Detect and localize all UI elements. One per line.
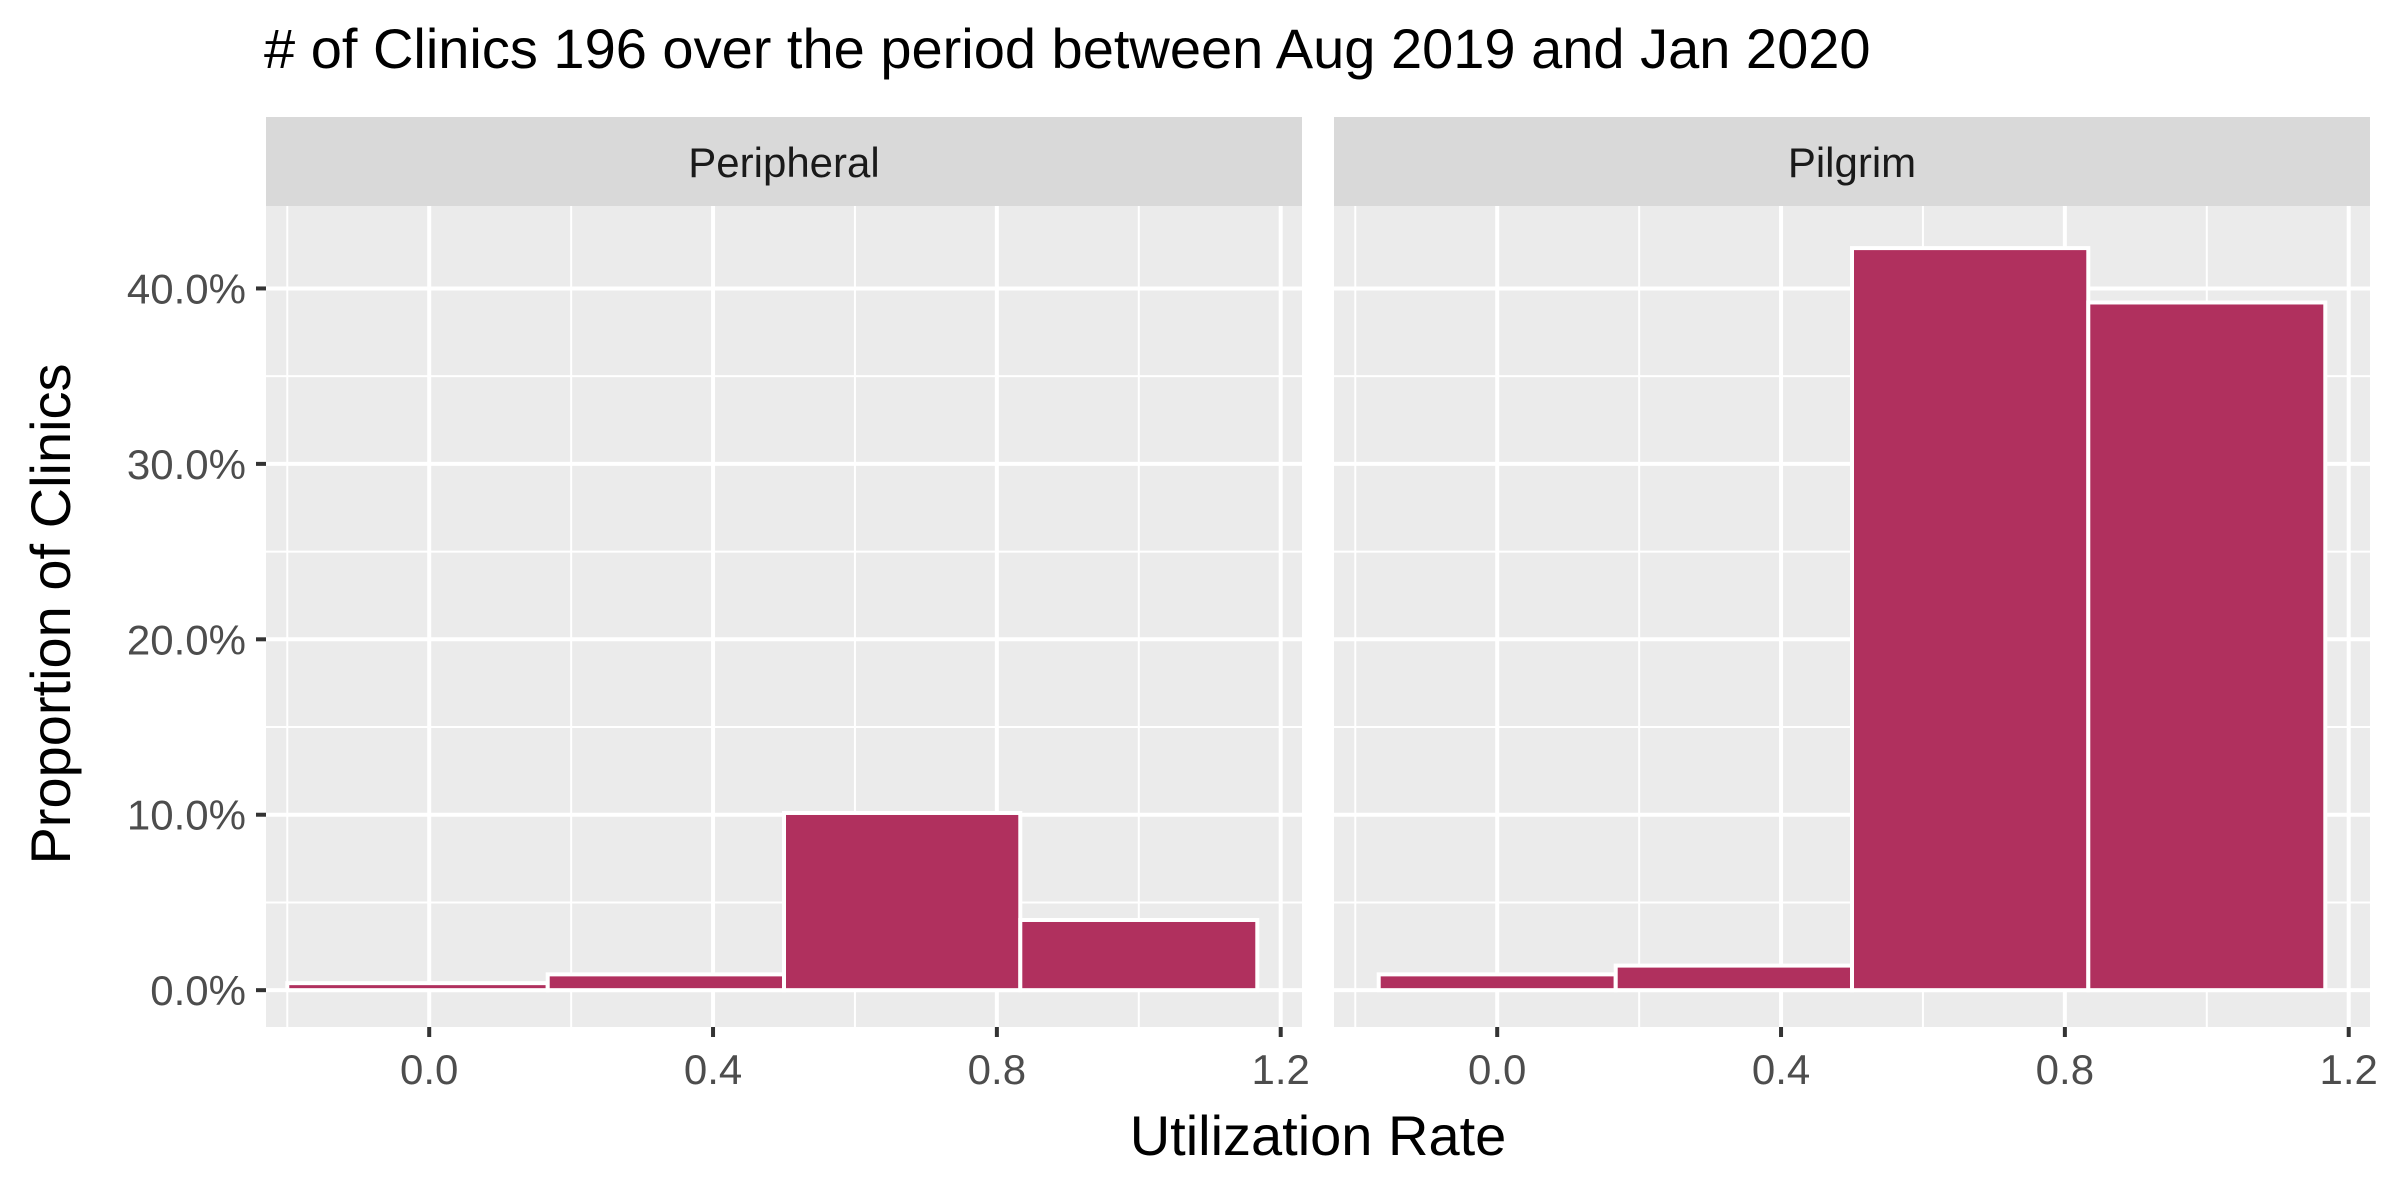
facet-strip-label: Pilgrim: [1788, 139, 1916, 186]
y-tick-label: 30.0%: [127, 441, 246, 488]
facet-strip: [266, 117, 1302, 206]
y-tick-label: 40.0%: [127, 265, 246, 312]
facet-panel-peripheral: Peripheral 0.0 0.4 0.8 1.2 0.0% 10.0% 20.0% 30.0…: [127, 117, 1310, 1093]
chart-title: # of Clinics 196 over the period between…: [264, 17, 1871, 80]
facet-panels: Peripheral 0.0 0.4 0.8 1.2 0.0% 10.0% 20.0% 30.0…: [127, 117, 2378, 1093]
x-axis-title: Utilization Rate: [1130, 1104, 1507, 1167]
x-tick-label: 1.2: [1252, 1046, 1310, 1093]
histogram-bar: [2086, 300, 2328, 993]
x-tick-label: 0.4: [1752, 1046, 1810, 1093]
facet-strip-label: Peripheral: [688, 139, 879, 186]
histogram-bar: [285, 981, 550, 993]
facet-panel-pilgrim: Pilgrim 0.0 0.4 0.8 1.2: [1334, 117, 2378, 1093]
y-axis-title: Proportion of Clinics: [19, 363, 82, 864]
histogram-bar: [1613, 963, 1855, 993]
x-tick-label: 0.0: [1468, 1046, 1526, 1093]
x-tick-label: 0.8: [968, 1046, 1026, 1093]
histogram-bar: [1018, 917, 1260, 993]
histogram-bar: [782, 810, 1023, 993]
facet-strip: [1334, 117, 2370, 206]
x-tick-label: 1.2: [2320, 1046, 2378, 1093]
x-tick-label: 0.0: [400, 1046, 458, 1093]
y-tick-label: 20.0%: [127, 616, 246, 663]
y-tick-label: 0.0%: [150, 967, 246, 1014]
histogram-bar: [1376, 972, 1618, 993]
histogram-bar: [1850, 246, 2091, 993]
x-tick-label: 0.8: [2036, 1046, 2094, 1093]
histogram-bar: [545, 972, 786, 993]
x-tick-label: 0.4: [684, 1046, 742, 1093]
y-tick-label: 10.0%: [127, 792, 246, 839]
